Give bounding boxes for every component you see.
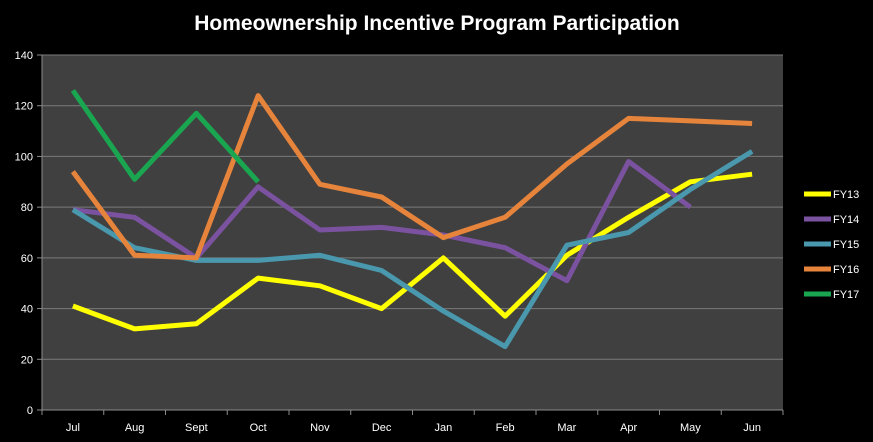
x-axis-tick-labels: Jul Aug Sept Oct Nov Dec Jan Feb Mar Apr May Jun	[66, 422, 761, 434]
gridlines	[42, 54, 783, 360]
legend-label-fy14: FY14	[833, 214, 859, 226]
x-tick-label: Apr	[620, 422, 637, 434]
legend-label-fy16: FY16	[833, 264, 859, 276]
y-tick-label: 20	[21, 354, 33, 366]
y-tick-label: 0	[27, 405, 33, 417]
x-tick-label: May	[680, 422, 701, 434]
legend-label-fy17: FY17	[833, 289, 859, 301]
x-tick-label: Jul	[66, 422, 80, 434]
series-line-fy17	[70, 89, 260, 184]
y-tick-label: 100	[15, 151, 33, 163]
chart-title: Homeownership Incentive Program Particip…	[194, 12, 679, 35]
x-tick-label: Dec	[372, 422, 392, 434]
x-tick-label: Sept	[185, 422, 208, 434]
axes	[37, 54, 784, 415]
legend: FY13 FY14 FY15 FY16 FY17	[804, 189, 859, 301]
y-tick-label: 40	[21, 304, 33, 316]
y-axis-tick-labels: 0 20 40 60 80 100 120 140	[15, 50, 33, 417]
x-tick-label: Jun	[743, 422, 761, 434]
series-line-fy16	[70, 93, 753, 261]
y-tick-label: 140	[15, 50, 33, 62]
x-tick-label: Nov	[310, 422, 330, 434]
legend-label-fy13: FY13	[833, 189, 859, 201]
x-tick-label: Oct	[250, 422, 267, 434]
y-tick-label: 80	[21, 202, 33, 214]
x-tick-label: Mar	[557, 422, 576, 434]
legend-label-fy15: FY15	[833, 239, 859, 251]
series-line-fy13	[72, 171, 753, 332]
series-lines	[70, 89, 754, 350]
x-tick-label: Jan	[435, 422, 453, 434]
y-tick-label: 120	[15, 101, 33, 113]
y-tick-label: 60	[21, 253, 33, 265]
x-tick-label: Feb	[496, 422, 515, 434]
x-tick-label: Aug	[125, 422, 145, 434]
